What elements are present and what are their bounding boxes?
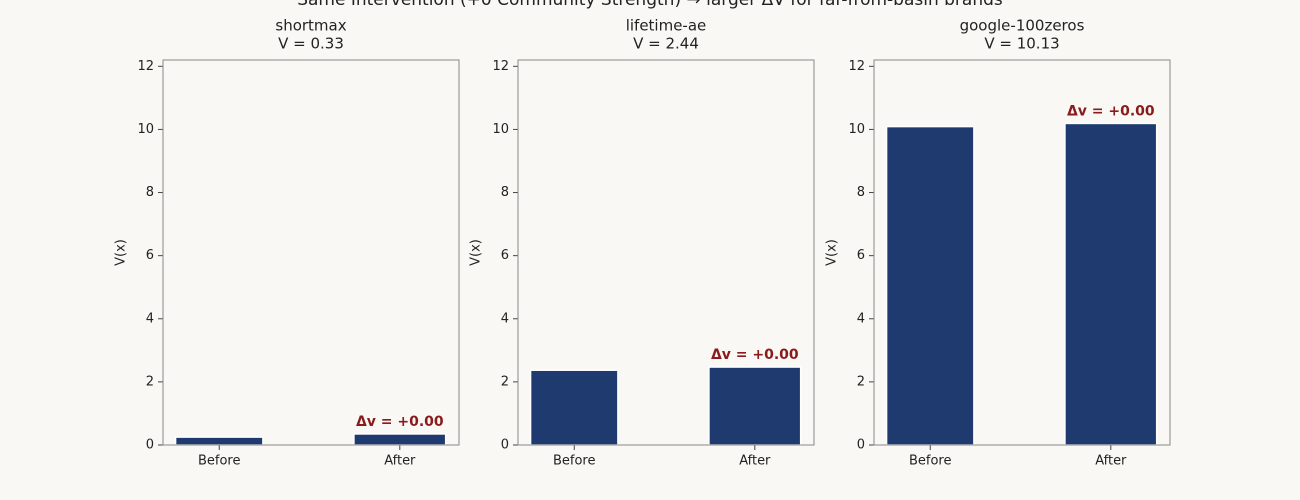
annotation: Δv = +0.00 bbox=[356, 414, 444, 430]
axes-frame bbox=[162, 59, 460, 446]
x-tick-label: After bbox=[1095, 454, 1127, 469]
subplot-subtitle: V = 0.33 bbox=[278, 35, 344, 53]
annotation: Δv = +0.00 bbox=[711, 347, 799, 363]
subplot-title: google-100zeros bbox=[960, 17, 1085, 35]
axes-frame bbox=[873, 59, 1171, 446]
y-tick-label: 12 bbox=[137, 59, 154, 74]
x-tick-label: Before bbox=[198, 454, 241, 469]
y-tick-label: 2 bbox=[146, 374, 154, 389]
y-tick-label: 8 bbox=[857, 185, 865, 200]
y-tick-label: 4 bbox=[857, 311, 865, 326]
y-tick-label: 6 bbox=[501, 248, 509, 263]
bar bbox=[353, 433, 447, 446]
subplot-title: shortmax bbox=[275, 17, 346, 35]
y-tick-label: 10 bbox=[492, 122, 509, 137]
y-tick-label: 4 bbox=[146, 311, 154, 326]
y-tick-label: 6 bbox=[857, 248, 865, 263]
subplot-subtitle: V = 2.44 bbox=[633, 35, 699, 53]
y-tick-label: 10 bbox=[137, 122, 154, 137]
bar bbox=[174, 436, 264, 446]
subplot-subtitle: V = 10.13 bbox=[984, 35, 1059, 53]
figure-title: Same Intervention (+0 Community Strength… bbox=[297, 0, 1003, 10]
y-tick-label: 0 bbox=[501, 438, 509, 453]
y-tick-label: 8 bbox=[146, 185, 154, 200]
x-tick-label: Before bbox=[553, 454, 596, 469]
y-axis-label: V(x) bbox=[825, 239, 840, 266]
bar bbox=[708, 366, 802, 446]
bar bbox=[529, 369, 619, 446]
y-tick-label: 4 bbox=[501, 311, 509, 326]
subplot-title: lifetime-ae bbox=[626, 17, 707, 35]
y-axis-label: V(x) bbox=[114, 239, 129, 266]
y-tick-label: 0 bbox=[146, 438, 154, 453]
bar bbox=[885, 125, 975, 446]
y-tick-label: 2 bbox=[501, 374, 509, 389]
x-tick-label: After bbox=[384, 454, 416, 469]
y-tick-label: 8 bbox=[501, 185, 509, 200]
y-tick-label: 12 bbox=[848, 59, 865, 74]
y-tick-label: 2 bbox=[857, 374, 865, 389]
bar bbox=[1064, 122, 1158, 446]
y-axis-label: V(x) bbox=[469, 239, 484, 266]
annotation: Δv = +0.00 bbox=[1067, 103, 1155, 119]
y-tick-label: 0 bbox=[857, 438, 865, 453]
x-tick-label: After bbox=[739, 454, 771, 469]
y-tick-label: 12 bbox=[492, 59, 509, 74]
y-tick-label: 10 bbox=[848, 122, 865, 137]
axes-frame bbox=[517, 59, 815, 446]
y-tick-label: 6 bbox=[146, 248, 154, 263]
x-tick-label: Before bbox=[909, 454, 952, 469]
